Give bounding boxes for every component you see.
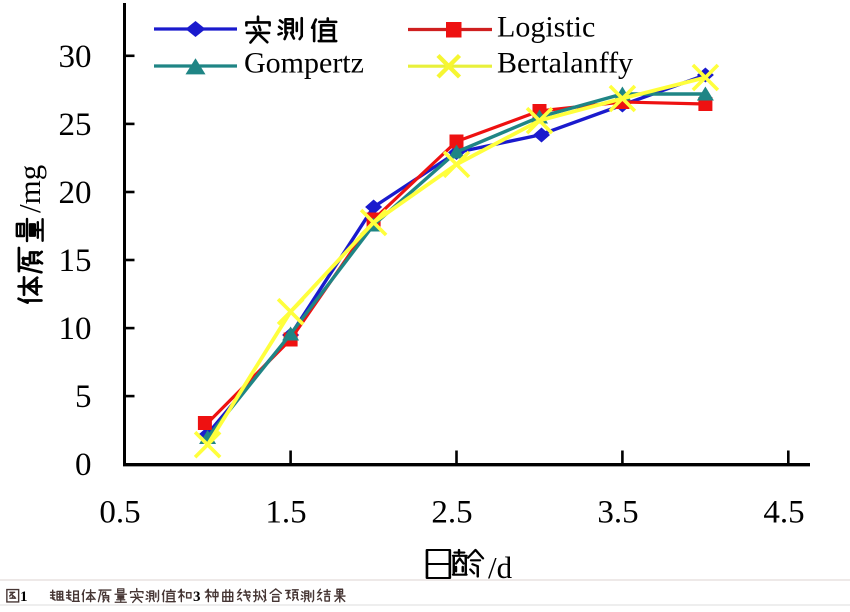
svg-text:15: 15 [59,243,92,279]
svg-text:30: 30 [59,39,92,75]
svg-text:Gompertz: Gompertz [244,47,364,80]
svg-text:3: 3 [193,589,201,605]
svg-text:10: 10 [59,311,92,347]
svg-text:3.5: 3.5 [597,495,638,531]
svg-text:0.5: 0.5 [99,495,140,531]
svg-text:5: 5 [75,379,92,415]
svg-text:Bertalanffy: Bertalanffy [497,47,633,80]
svg-text:/mg: /mg [12,165,47,213]
svg-text:0: 0 [75,447,92,483]
svg-text:4.5: 4.5 [763,495,804,531]
svg-text:Logistic: Logistic [497,11,595,44]
svg-text:25: 25 [59,107,92,143]
svg-text:20: 20 [59,175,92,211]
svg-text:1: 1 [20,589,28,605]
svg-text:2.5: 2.5 [431,495,472,531]
svg-text:/d: /d [488,550,513,585]
svg-text:1.5: 1.5 [265,495,306,531]
